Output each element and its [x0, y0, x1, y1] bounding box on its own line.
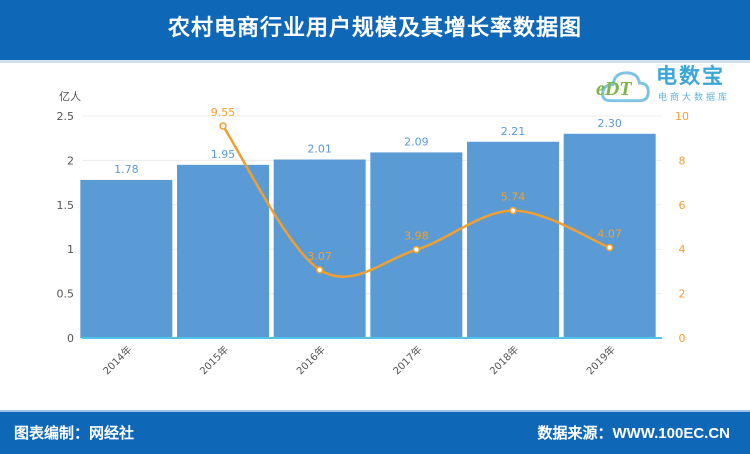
x-tick-label: 2014年: [100, 343, 134, 377]
bar-label: 1.95: [211, 148, 236, 161]
y-tick-label: 1.5: [57, 199, 75, 212]
bar: [370, 152, 463, 338]
bar-label: 2.30: [597, 117, 622, 130]
line-label: 3.07: [307, 250, 332, 263]
y-tick-label: 0.5: [57, 288, 75, 301]
bar: [467, 141, 559, 338]
page-title: 农村电商行业用户规模及其增长率数据图: [167, 16, 582, 41]
logo-name: 电数宝: [656, 64, 725, 88]
bar: [177, 164, 269, 338]
bar: [273, 159, 366, 338]
line-label: 4.07: [597, 228, 622, 241]
y-axis-title: 亿人: [59, 90, 81, 103]
line-point: [605, 243, 614, 252]
bar-label: 2.09: [404, 135, 429, 148]
header-bar: 农村电商行业用户规模及其增长率数据图: [0, 0, 750, 63]
line-point: [315, 266, 324, 274]
x-tick-label: 2017年: [390, 343, 424, 377]
footer-source: 数据来源：WWW.100EC.CN: [537, 425, 730, 442]
y2-tick-label: 10: [675, 110, 689, 123]
line-point: [219, 122, 227, 130]
logo: eDT 电数宝 电商大数据库: [596, 64, 746, 108]
y-tick-label: 1: [67, 243, 74, 256]
y-tick-label: 2.5: [57, 110, 75, 123]
y-tick-label: 2: [67, 154, 74, 167]
line-point: [509, 206, 517, 215]
footer-credit: 图表编制：网经社: [14, 424, 135, 442]
line-point: [412, 245, 421, 254]
line-label: 3.98: [404, 230, 429, 243]
y-tick-label: 0: [67, 332, 74, 345]
footer-bar: 图表编制：网经社 数据来源：WWW.100EC.CN: [0, 410, 750, 454]
logo-sub: 电商大数据库: [658, 93, 731, 103]
bar-label: 2.01: [307, 143, 332, 156]
line-label: 9.55: [211, 106, 236, 119]
growth-line: [221, 125, 611, 278]
x-tick-label: 2019年: [584, 343, 618, 377]
bar: [563, 133, 656, 338]
y2-tick-label: 4: [679, 243, 686, 256]
y2-tick-label: 2: [679, 288, 686, 301]
x-tick-label: 2016年: [294, 343, 328, 377]
y2-tick-label: 0: [679, 332, 686, 345]
line-label: 5.74: [501, 191, 526, 204]
bar-label: 1.78: [114, 163, 139, 176]
cloud-icon: [601, 71, 650, 103]
x-tick-label: 2018年: [487, 343, 521, 377]
logo-mark: eDT: [596, 78, 632, 100]
bar: [80, 179, 173, 338]
y2-tick-label: 6: [679, 199, 686, 212]
x-tick-label: 2015年: [197, 343, 231, 377]
y2-tick-label: 8: [679, 154, 686, 167]
bar-label: 2.21: [501, 125, 526, 138]
